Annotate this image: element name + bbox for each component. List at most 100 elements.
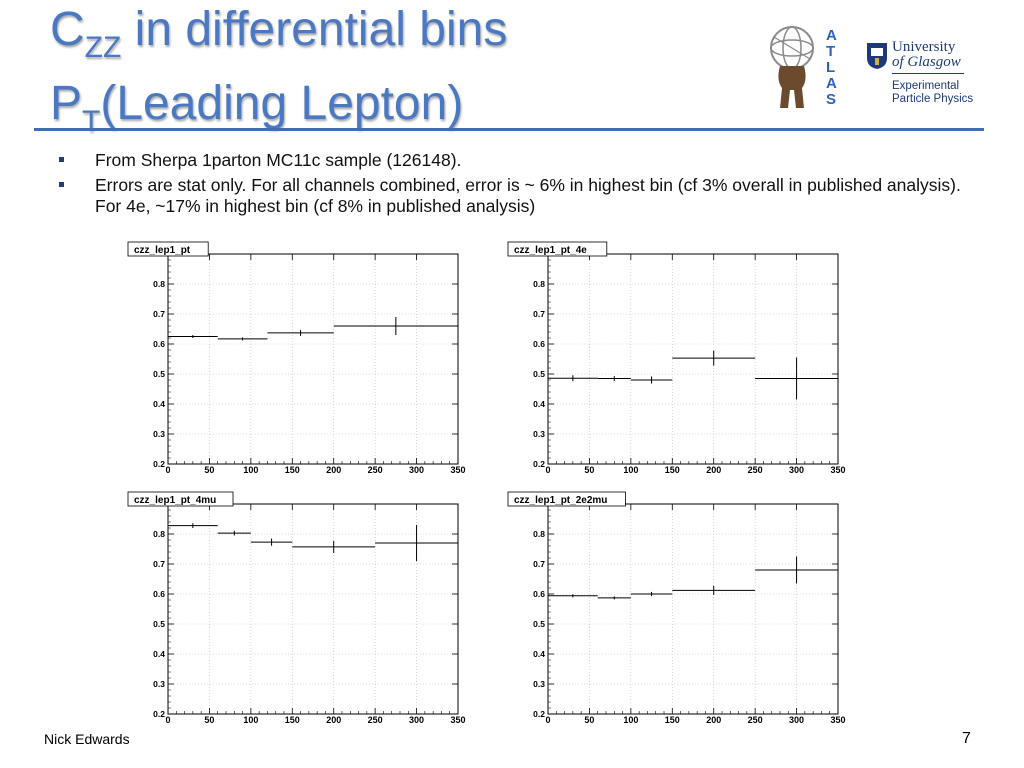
y-tick-label: 0.5 <box>153 619 165 629</box>
chart-title-box <box>507 491 626 507</box>
y-tick-label: 0.2 <box>153 459 165 469</box>
y-tick-label: 0.7 <box>533 309 545 319</box>
y-tick-label: 0.4 <box>533 649 545 659</box>
chart-svg-czz-lep1-pt: 0 50 100 150 200 250 300 350 0.2 0.3 0.4 0.5 0.6 0.7 0… <box>127 241 466 475</box>
chart-czz-lep1-pt-4e: 0 50 100 150 200 250 300 350 0.2 0.3 0.4 0.5 0.6 0.7 0… <box>502 240 852 475</box>
title-line-2-subscript: T <box>82 105 101 138</box>
university-of-glasgow-logo: University of Glasgow Experimental Parti… <box>866 40 986 110</box>
y-tick-label: 0.6 <box>533 589 545 599</box>
x-tick-label: 250 <box>748 465 763 475</box>
chart-svg-czz-lep1-pt-4e: 0 50 100 150 200 250 300 350 0.2 0.3 0.4 0.5 0.6 0.7 0… <box>507 241 846 475</box>
x-tick-label: 50 <box>204 465 214 475</box>
y-tick-label: 0.8 <box>533 529 545 539</box>
atlas-figure-icon: A T L A S <box>770 26 837 108</box>
x-tick-label: 50 <box>204 715 214 725</box>
title-line-1-rest: in differential bins <box>121 3 508 56</box>
plot-frame <box>547 503 839 715</box>
y-tick-label: 0.4 <box>153 399 165 409</box>
plot-frame <box>547 253 839 465</box>
glasgow-name-line-1: University <box>892 39 956 55</box>
x-tick-label: 250 <box>748 715 763 725</box>
x-tick-label: 300 <box>789 715 804 725</box>
bullet-text: From Sherpa 1parton MC11c sample (126148… <box>95 150 462 170</box>
y-tick-label: 0.6 <box>533 339 545 349</box>
atlas-logo: A T L A S <box>766 22 842 112</box>
chart-title: czz_lep1_pt <box>134 245 191 256</box>
plot-frame <box>167 253 459 465</box>
x-tick-label: 350 <box>830 465 845 475</box>
slide-title: CZZ in differential bins PT(Leading Lept… <box>50 2 507 150</box>
title-line-2-rest: (Leading Lepton) <box>100 77 464 130</box>
x-tick-label: 200 <box>326 465 341 475</box>
chart-title: czz_lep1_pt_4e <box>514 245 587 256</box>
atlas-letter: T <box>826 43 835 60</box>
x-tick-label: 0 <box>545 715 550 725</box>
y-tick-label: 0.7 <box>533 559 545 569</box>
x-tick-label: 350 <box>830 715 845 725</box>
chart-czz-lep1-pt-4mu: 0 50 100 150 200 250 300 350 0.2 0.3 0.4 0.5 0.6 0.7 0… <box>122 490 472 725</box>
title-line-1-subscript: ZZ <box>84 31 122 64</box>
bullet-square-icon <box>59 182 64 187</box>
x-tick-label: 0 <box>165 715 170 725</box>
footer-author: Nick Edwards <box>44 731 130 747</box>
title-line-1-main: C <box>50 3 85 56</box>
x-tick-label: 250 <box>368 465 383 475</box>
glasgow-name-line-2: of Glasgow <box>892 54 961 70</box>
atlas-letter: A <box>826 75 837 92</box>
bullet-list: From Sherpa 1parton MC11c sample (126148… <box>56 150 976 221</box>
glasgow-dept-line-1: Experimental <box>892 80 960 92</box>
chart-czz-lep1-pt-2e2mu: 0 50 100 150 200 250 300 350 0.2 0.3 0.4 0.5 0.6 0.7 0… <box>502 490 852 725</box>
x-tick-label: 200 <box>326 715 341 725</box>
chart-svg-czz-lep1-pt-2e2mu: 0 50 100 150 200 250 300 350 0.2 0.3 0.4 0.5 0.6 0.7 0… <box>507 491 846 725</box>
x-tick-label: 50 <box>584 465 594 475</box>
y-tick-label: 0.8 <box>153 279 165 289</box>
bullet-text: Errors are stat only. For all channels c… <box>95 175 961 216</box>
bullet-item: Errors are stat only. For all channels c… <box>56 175 976 217</box>
x-tick-label: 150 <box>665 465 680 475</box>
chart-title-box <box>127 491 234 507</box>
chart-title: czz_lep1_pt_2e2mu <box>514 495 607 506</box>
x-tick-label: 350 <box>450 465 465 475</box>
x-tick-label: 300 <box>409 715 424 725</box>
y-tick-label: 0.2 <box>533 459 545 469</box>
y-tick-label: 0.2 <box>533 709 545 719</box>
x-tick-label: 200 <box>706 715 721 725</box>
y-tick-label: 0.3 <box>153 679 165 689</box>
x-tick-label: 150 <box>665 715 680 725</box>
x-tick-label: 150 <box>285 715 300 725</box>
title-line-2: PT(Leading Lepton) <box>50 76 507 150</box>
y-tick-label: 0.3 <box>533 429 545 439</box>
x-tick-label: 200 <box>706 465 721 475</box>
y-tick-label: 0.7 <box>153 309 165 319</box>
y-tick-label: 0.5 <box>153 369 165 379</box>
y-tick-label: 0.2 <box>153 709 165 719</box>
x-tick-label: 300 <box>409 465 424 475</box>
x-tick-label: 100 <box>623 715 638 725</box>
x-tick-label: 150 <box>285 465 300 475</box>
chart-title-box <box>507 241 608 257</box>
y-tick-label: 0.7 <box>153 559 165 569</box>
bullet-square-icon <box>59 157 64 162</box>
title-divider <box>34 128 984 131</box>
x-tick-label: 250 <box>368 715 383 725</box>
atlas-letter: S <box>826 91 836 108</box>
x-tick-label: 100 <box>243 715 258 725</box>
y-tick-label: 0.5 <box>533 369 545 379</box>
title-line-1: CZZ in differential bins <box>50 2 507 76</box>
y-tick-label: 0.6 <box>153 339 165 349</box>
glasgow-dept-line-2: Particle Physics <box>892 93 974 105</box>
atlas-letter: A <box>826 27 837 44</box>
x-tick-label: 50 <box>584 715 594 725</box>
chart-title-box <box>127 241 209 257</box>
y-tick-label: 0.8 <box>153 529 165 539</box>
y-tick-label: 0.6 <box>153 589 165 599</box>
y-tick-label: 0.3 <box>153 429 165 439</box>
y-tick-label: 0.5 <box>533 619 545 629</box>
x-tick-label: 350 <box>450 715 465 725</box>
x-tick-label: 100 <box>243 465 258 475</box>
plot-frame <box>167 503 459 715</box>
chart-czz-lep1-pt: 0 50 100 150 200 250 300 350 0.2 0.3 0.4 0.5 0.6 0.7 0… <box>122 240 472 475</box>
x-tick-label: 0 <box>545 465 550 475</box>
y-tick-label: 0.8 <box>533 279 545 289</box>
chart-title: czz_lep1_pt_4mu <box>134 495 216 506</box>
